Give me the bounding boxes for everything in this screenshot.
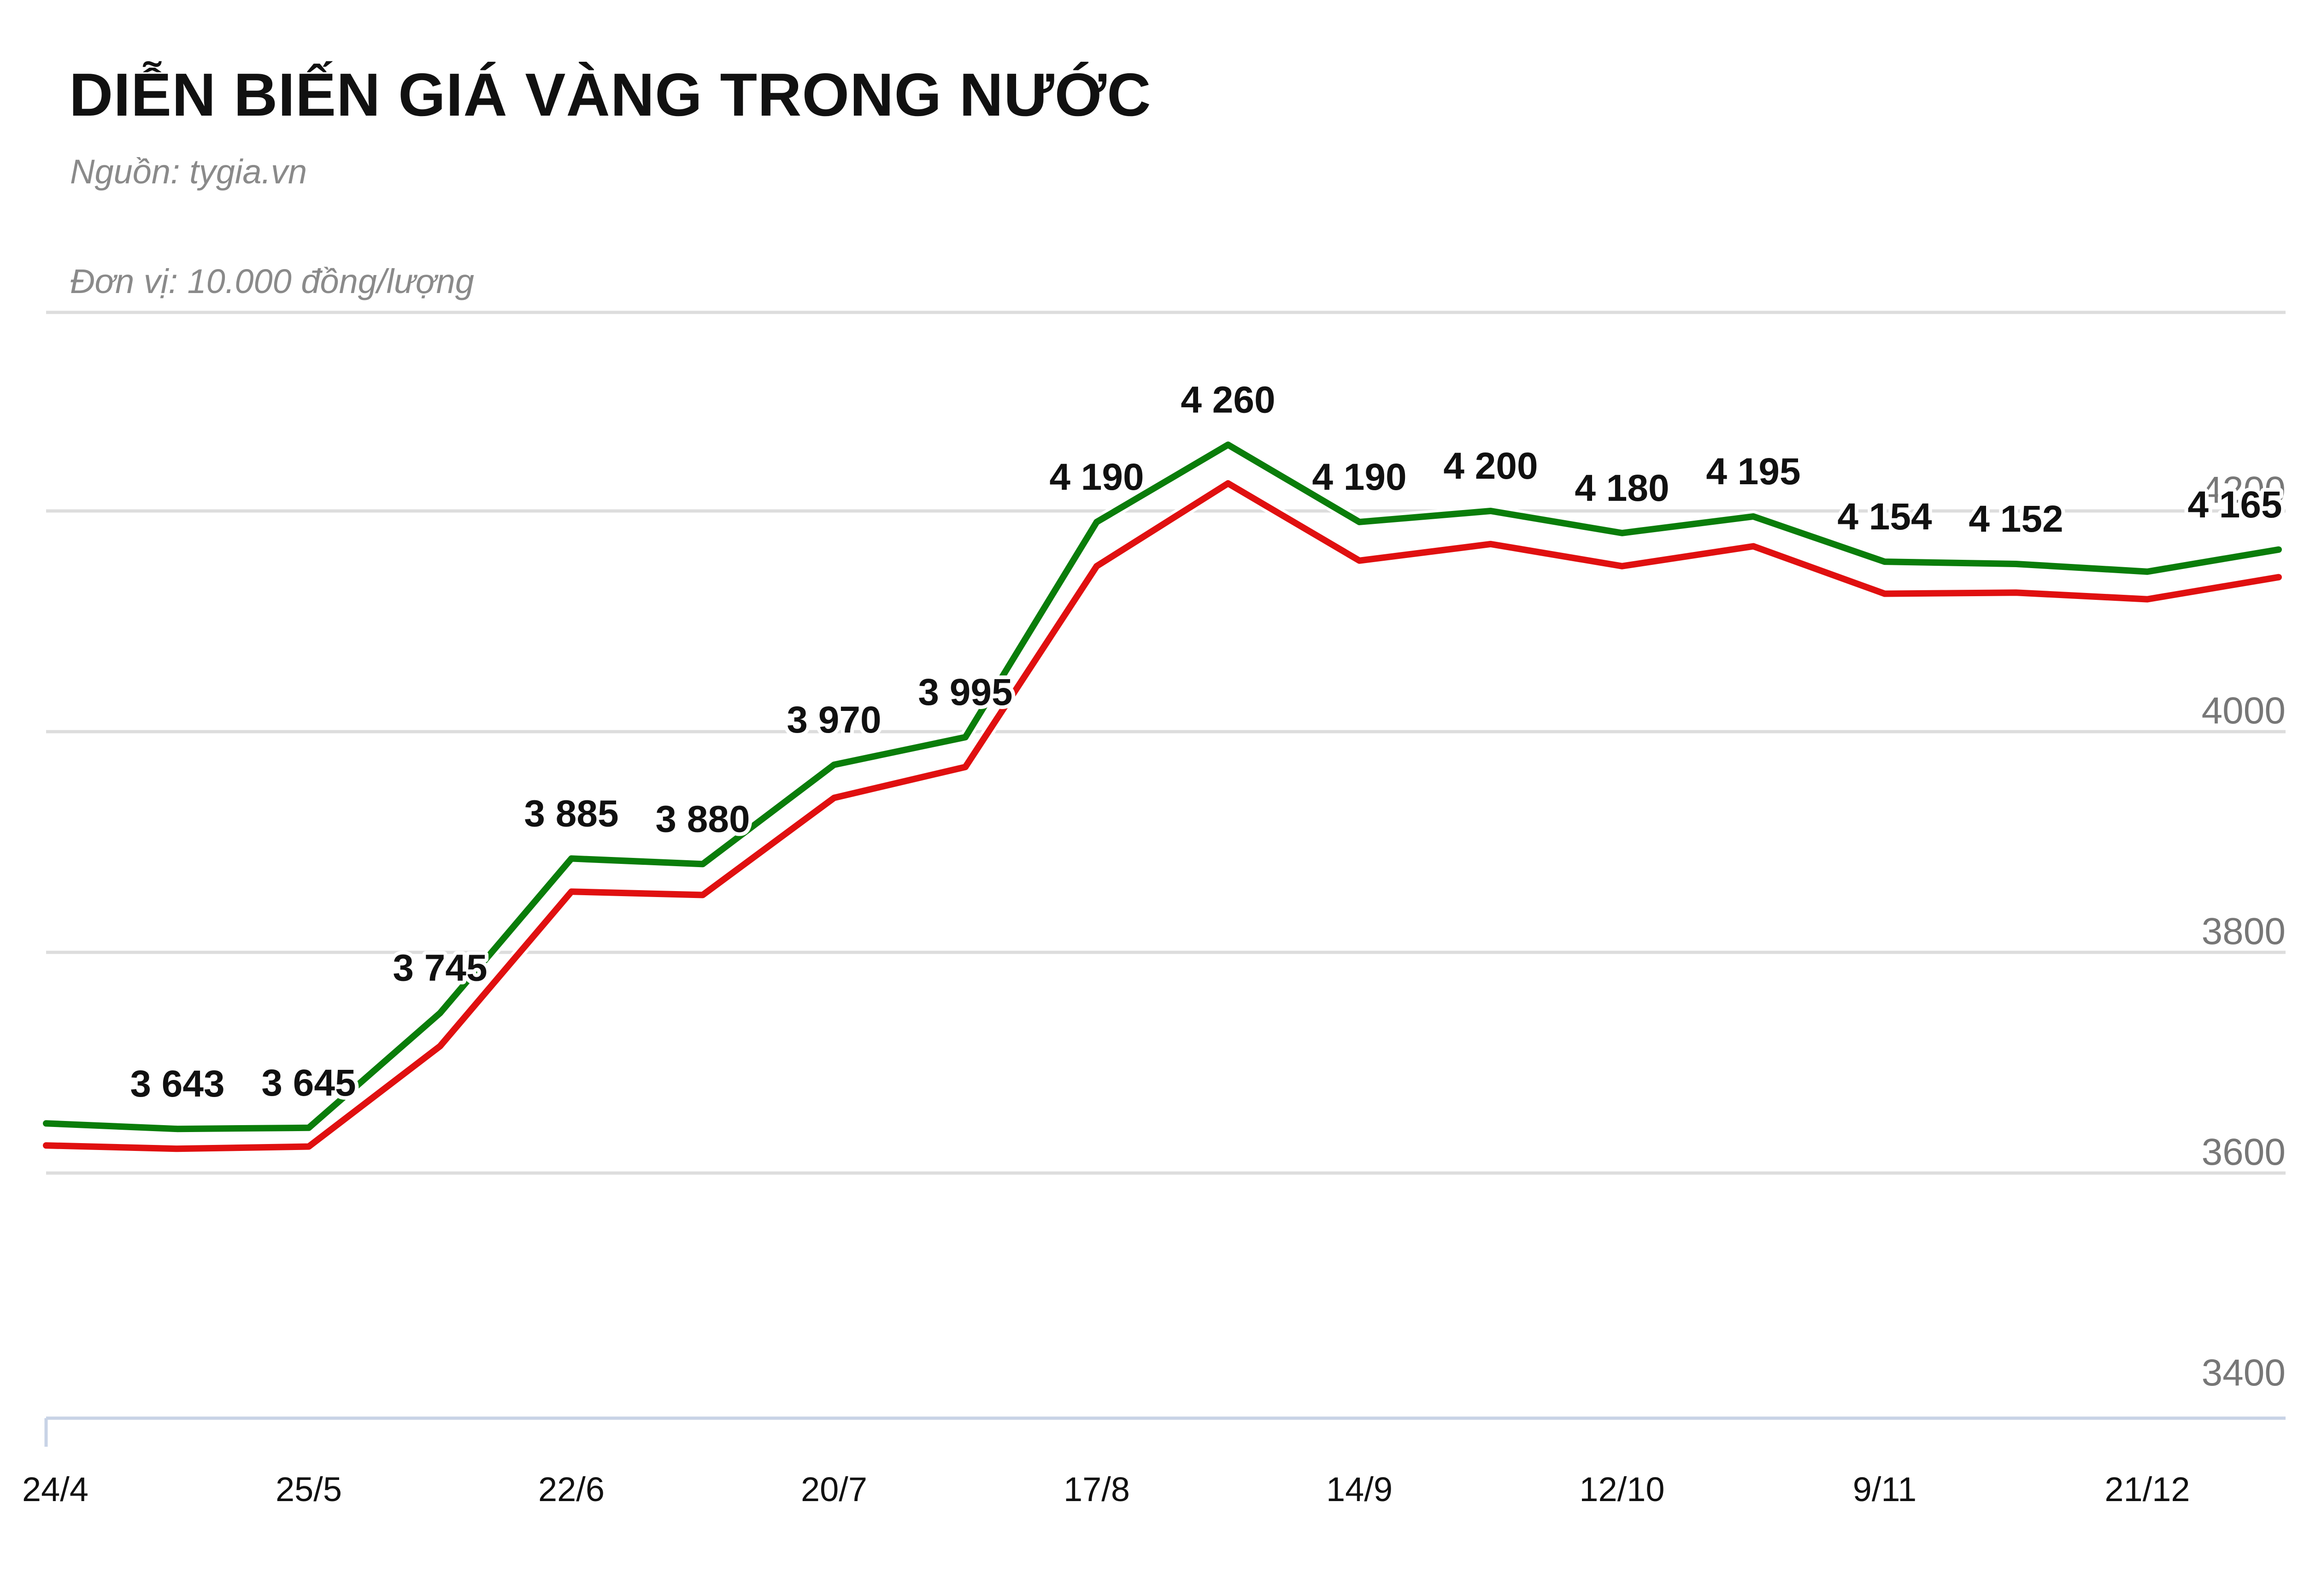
- data-label: 4 180: [1575, 467, 1669, 509]
- data-label: 4 195: [1706, 451, 1800, 493]
- x-tick-label: 9/11: [1853, 1470, 1917, 1508]
- data-label: 3 880: [655, 798, 750, 840]
- data-label: 4 152: [1969, 498, 2063, 540]
- x-tick-label: 14/9: [1326, 1470, 1393, 1508]
- data-label: 4 200: [1443, 445, 1538, 487]
- x-tick-label: 21/12: [2104, 1470, 2190, 1508]
- data-label: 3 995: [918, 671, 1012, 713]
- data-label: 3 970: [787, 699, 881, 741]
- data-label: 4 165: [2187, 484, 2282, 526]
- chart-source: Nguồn: tygia.vn: [70, 153, 307, 191]
- series-halo: [40, 477, 2285, 1155]
- x-tick-labels: 24/4 25/5 22/6 20/7 17/8 14/9 12/10 9/11 21/12: [22, 1470, 2190, 1508]
- x-tick-label: 17/8: [1064, 1470, 1130, 1508]
- data-label: 4 154: [1837, 496, 1932, 538]
- data-labels: 3 643 3 645 3 745 3 885 3 880 3 970 3 995 4 190…: [126, 375, 2286, 1109]
- data-label: 3 885: [524, 792, 618, 834]
- x-tick-label: 20/7: [801, 1470, 867, 1508]
- x-tick-label: 25/5: [276, 1470, 342, 1508]
- data-label: 4 190: [1312, 456, 1406, 498]
- y-tick-labels: 3400 3600 3800 4000 4200: [2202, 469, 2286, 1394]
- chart-unit: Đơn vị: 10.000 đồng/lượng: [70, 262, 474, 300]
- data-label: 3 645: [261, 1062, 356, 1104]
- y-tick-label: 3600: [2202, 1131, 2286, 1173]
- y-tick-label: 4000: [2202, 690, 2286, 732]
- y-tick-label: 4200: [2202, 469, 2286, 511]
- data-label: 3 643: [130, 1063, 224, 1105]
- chart-title: DIỄN BIẾN GIÁ VÀNG TRONG NƯỚC: [69, 61, 1152, 129]
- x-tick-label: 24/4: [22, 1470, 88, 1508]
- grid-lines: [46, 311, 2286, 1175]
- data-label: 4 260: [1181, 379, 1275, 421]
- series-halo: [40, 439, 2285, 1135]
- y-tick-label: 3800: [2202, 910, 2286, 952]
- data-label: 3 745: [393, 947, 487, 989]
- series-line-red: [43, 480, 2282, 1152]
- y-tick-label: 3400: [2202, 1352, 2286, 1394]
- x-tick-label: 12/10: [1579, 1470, 1664, 1508]
- x-axis: [44, 1416, 2286, 1447]
- series-line-green: [43, 441, 2282, 1132]
- series-lines: [40, 439, 2285, 1155]
- x-tick-label: 22/6: [538, 1470, 605, 1508]
- data-label: 4 190: [1049, 456, 1144, 498]
